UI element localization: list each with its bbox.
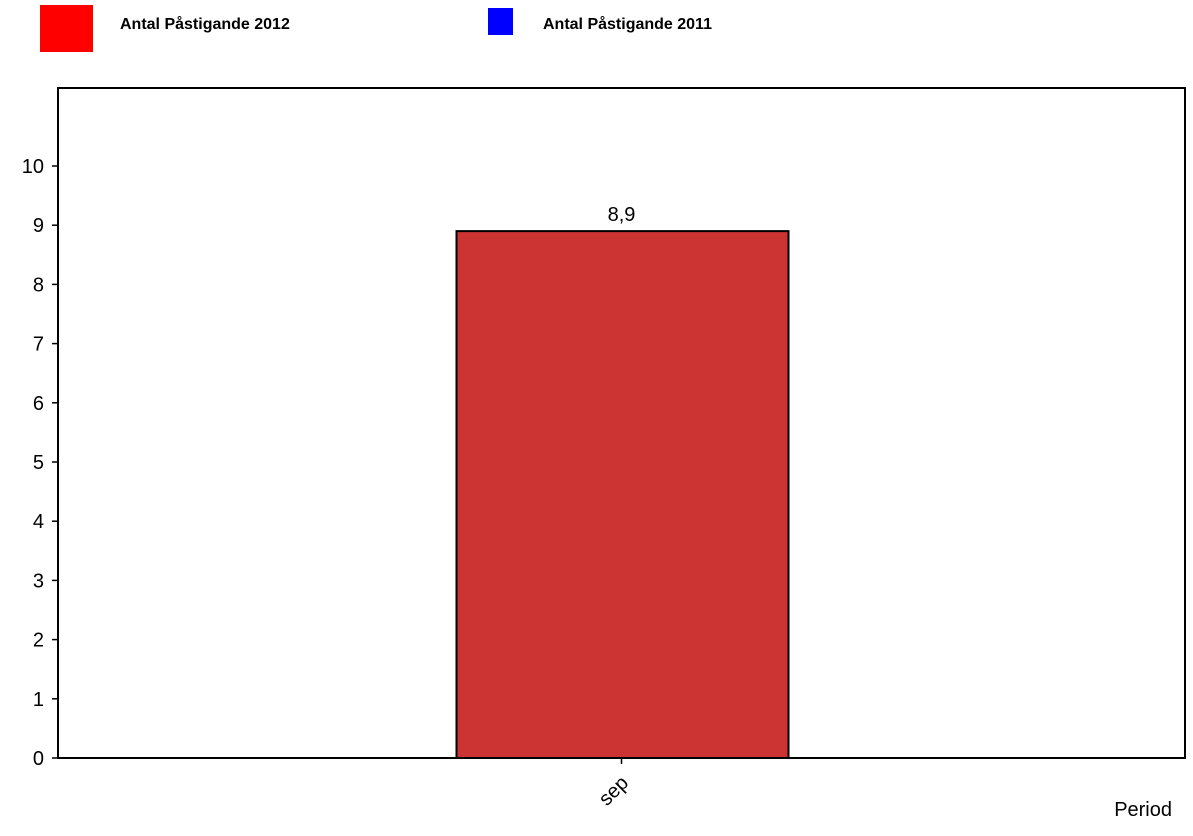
legend-label-2012: Antal Påstigande 2012 <box>120 15 290 33</box>
y-tick-label: 4 <box>33 511 44 533</box>
y-tick-label: 10 <box>22 156 44 178</box>
legend-item-2011: Antal Påstigande 2011 <box>488 8 712 35</box>
y-tick-label: 9 <box>33 215 44 237</box>
y-tick-label: 8 <box>33 274 44 296</box>
y-tick-label: 0 <box>33 748 44 770</box>
legend-label-2011: Antal Påstigande 2011 <box>543 15 712 33</box>
bar-sep <box>455 230 790 759</box>
data-labels: 8,9 <box>608 204 636 226</box>
legend-swatch-2012 <box>40 5 93 52</box>
x-tick-label: sep <box>595 772 633 810</box>
y-axis: 0 1 2 3 4 5 6 7 8 9 10 <box>22 156 58 770</box>
legend-item-2012: Antal Påstigande 2012 <box>40 5 290 52</box>
y-tick-label: 6 <box>33 393 44 415</box>
y-tick-label: 5 <box>33 452 44 474</box>
y-tick-label: 7 <box>33 334 44 356</box>
legend: Antal Påstigande 2012 Antal Påstigande 2… <box>40 5 712 52</box>
bar-value-label: 8,9 <box>608 204 636 226</box>
y-tick-label: 2 <box>33 630 44 652</box>
x-axis: sep <box>595 758 633 810</box>
legend-swatch-2011 <box>488 8 513 35</box>
y-tick-label: 1 <box>33 689 44 711</box>
bars <box>455 230 790 759</box>
y-tick-label: 3 <box>33 570 44 592</box>
x-axis-title: Period <box>1114 799 1172 821</box>
plot-area: 0 1 2 3 4 5 6 7 8 9 10 8,9 sep <box>22 87 1186 810</box>
